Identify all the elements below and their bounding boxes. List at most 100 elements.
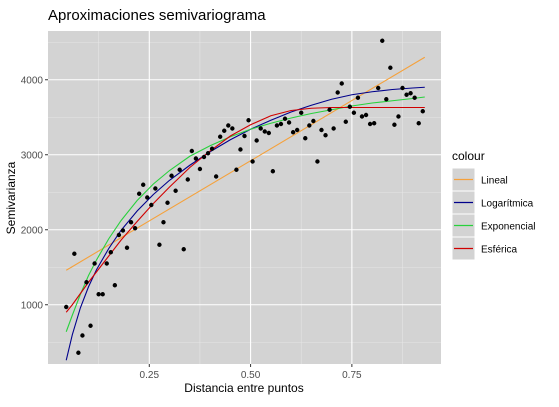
data-point bbox=[217, 134, 223, 139]
data-point bbox=[157, 242, 162, 247]
y-axis-label: Semivarianza bbox=[4, 161, 18, 234]
data-point bbox=[96, 292, 101, 297]
data-point bbox=[80, 333, 85, 338]
data-point bbox=[254, 138, 259, 143]
y-tick-label: 1000 bbox=[21, 300, 44, 311]
data-point bbox=[153, 186, 158, 191]
legend-title: colour bbox=[452, 149, 485, 163]
data-point bbox=[189, 148, 195, 154]
data-point bbox=[270, 169, 276, 174]
data-point bbox=[339, 81, 344, 86]
data-point bbox=[124, 245, 130, 250]
data-point bbox=[185, 177, 190, 182]
data-point bbox=[104, 261, 109, 266]
legend-entries: Lineal Logarítmica Exponencial Esférica bbox=[451, 167, 535, 261]
data-point bbox=[282, 116, 288, 121]
data-point bbox=[64, 304, 69, 310]
data-point bbox=[120, 228, 126, 233]
legend-item: Esférica bbox=[451, 236, 518, 261]
data-point bbox=[181, 247, 186, 252]
data-point bbox=[412, 95, 417, 100]
data-point bbox=[72, 251, 77, 256]
data-point bbox=[278, 121, 284, 127]
data-point bbox=[226, 123, 231, 128]
data-point bbox=[209, 146, 215, 151]
data-point bbox=[116, 232, 122, 238]
plot-panel bbox=[48, 31, 441, 364]
data-point bbox=[347, 104, 353, 109]
data-point bbox=[141, 182, 146, 187]
y-tick-label: 2000 bbox=[21, 225, 44, 236]
series-line bbox=[65, 106, 425, 313]
data-point bbox=[380, 38, 385, 43]
x-tick-label: 0.25 bbox=[140, 370, 160, 381]
data-point bbox=[88, 323, 93, 328]
data-point bbox=[197, 166, 203, 172]
data-point bbox=[303, 136, 308, 141]
data-point bbox=[363, 112, 369, 118]
data-point bbox=[355, 95, 361, 100]
data-point bbox=[343, 119, 348, 124]
data-point bbox=[367, 121, 373, 127]
data-point bbox=[173, 188, 178, 193]
data-point bbox=[359, 114, 365, 119]
data-point bbox=[315, 159, 320, 164]
data-point bbox=[112, 283, 118, 288]
y-tick-label: 4000 bbox=[21, 75, 44, 86]
data-point bbox=[234, 167, 239, 172]
data-point bbox=[108, 250, 114, 255]
data-points bbox=[64, 38, 425, 355]
data-point bbox=[335, 90, 340, 95]
data-point bbox=[376, 85, 381, 91]
y-tick-label: 3000 bbox=[21, 150, 44, 161]
data-point bbox=[420, 109, 425, 114]
data-point bbox=[388, 65, 393, 70]
data-point bbox=[274, 123, 280, 128]
x-tick-label: 0.50 bbox=[241, 370, 261, 381]
data-point bbox=[201, 154, 207, 160]
chart-title: Aproximaciones semivariograma bbox=[48, 7, 266, 24]
data-point bbox=[242, 133, 247, 139]
y-axis: 1000 2000 3000 4000 bbox=[21, 75, 48, 311]
data-point bbox=[169, 173, 174, 178]
data-point bbox=[258, 126, 263, 131]
data-point bbox=[149, 202, 154, 208]
data-point bbox=[392, 122, 397, 127]
data-point bbox=[351, 110, 357, 115]
data-point bbox=[205, 151, 211, 156]
data-point bbox=[250, 159, 255, 164]
data-point bbox=[311, 118, 316, 124]
data-point bbox=[327, 107, 332, 112]
data-point bbox=[331, 126, 336, 131]
data-point bbox=[213, 174, 219, 179]
x-axis: 0.25 0.50 0.75 bbox=[140, 364, 362, 381]
data-point bbox=[416, 121, 421, 126]
data-point bbox=[222, 128, 227, 133]
data-point bbox=[323, 133, 328, 138]
x-tick-label: 0.75 bbox=[342, 370, 362, 381]
legend-label: Lineal bbox=[481, 176, 508, 187]
x-axis-label: Distancia entre puntos bbox=[184, 381, 303, 395]
legend-label: Logarítmica bbox=[481, 199, 534, 210]
data-point bbox=[404, 92, 409, 97]
data-point bbox=[286, 120, 292, 125]
data-point bbox=[371, 121, 377, 126]
data-point bbox=[290, 130, 296, 135]
data-point bbox=[262, 129, 267, 134]
data-point bbox=[145, 195, 150, 200]
legend: colour Lineal Logarítmica Exponencial Esfér… bbox=[451, 149, 535, 261]
data-point bbox=[165, 200, 170, 205]
data-point bbox=[400, 85, 405, 91]
data-point bbox=[128, 220, 134, 225]
data-point bbox=[177, 167, 182, 172]
data-point bbox=[408, 91, 413, 96]
data-point bbox=[161, 220, 166, 225]
data-point bbox=[230, 126, 235, 131]
data-point bbox=[294, 127, 300, 133]
data-point bbox=[193, 156, 199, 161]
data-point bbox=[136, 191, 142, 196]
data-point bbox=[396, 114, 401, 119]
data-point bbox=[384, 97, 389, 102]
legend-label: Exponencial bbox=[481, 222, 535, 233]
